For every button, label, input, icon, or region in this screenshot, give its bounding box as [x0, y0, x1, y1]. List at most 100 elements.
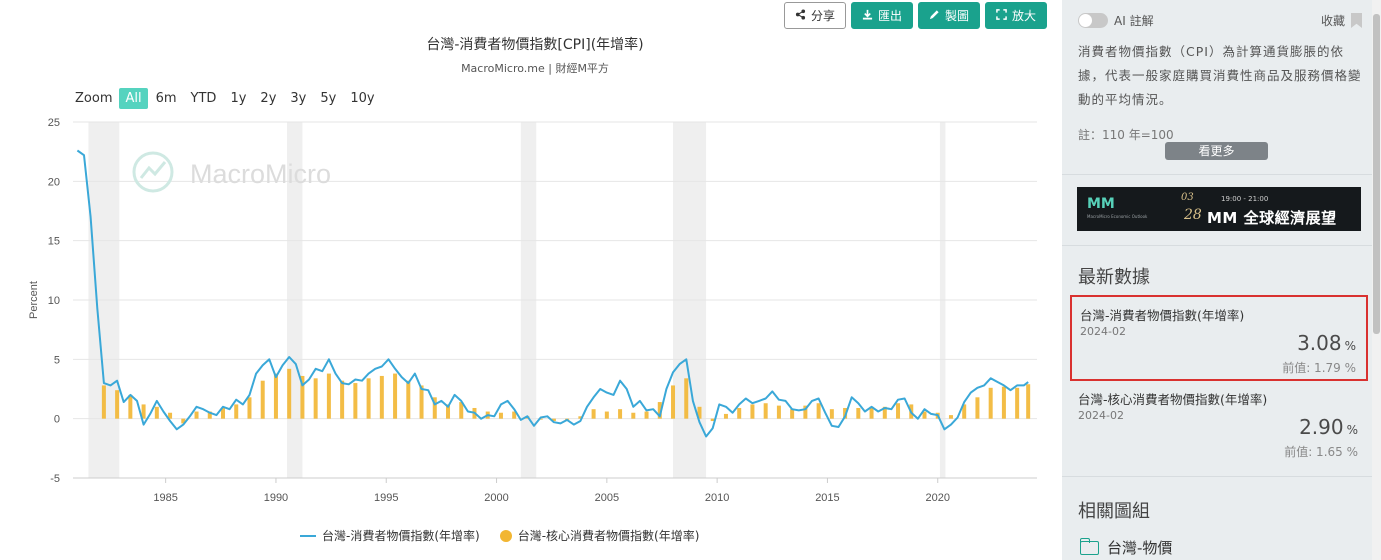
- draw-label: 製圖: [945, 9, 970, 23]
- card-series-name: 台灣-消費者物價指數(年增率): [1080, 308, 1245, 323]
- x-tick-label: 2020: [925, 492, 949, 504]
- cpi-chart[interactable]: MacroMicro -5 0 5 10 15 20 25 1985 1990 1995 2000…: [0, 110, 1060, 510]
- core-cpi-bar: [459, 402, 464, 419]
- enlarge-label: 放大: [1012, 9, 1037, 23]
- zoom-6m-button[interactable]: 6m: [155, 91, 177, 106]
- core-cpi-bar: [551, 418, 556, 422]
- related-group-label: 台灣-物價: [1107, 539, 1173, 557]
- zoom-label: Zoom: [75, 91, 113, 106]
- y-tick-label: 0: [54, 414, 60, 426]
- core-cpi-bar: [419, 385, 424, 419]
- zoom-10y-button[interactable]: 10y: [350, 91, 375, 106]
- banner-time: 19:00 - 21:00: [1221, 195, 1269, 203]
- x-tick-label: 1990: [264, 492, 288, 504]
- core-cpi-bar: [644, 411, 649, 419]
- core-cpi-bar: [168, 412, 173, 419]
- core-cpi-bar: [618, 409, 623, 419]
- core-cpi-bar: [697, 406, 702, 419]
- watermark-logo-icon: [139, 161, 167, 179]
- core-cpi-bar: [194, 411, 199, 419]
- favorite-button[interactable]: 收藏: [1321, 12, 1362, 29]
- related-group-item[interactable]: 台灣-物價: [1079, 537, 1173, 558]
- zoom-bar: Zoom All 6m YTD 1y 2y 3y 5y 10y: [75, 88, 381, 109]
- core-cpi-bar: [948, 415, 953, 419]
- core-cpi-bar: [538, 418, 543, 420]
- export-button[interactable]: 匯出: [851, 2, 914, 29]
- x-tick-label: 1995: [374, 492, 398, 504]
- chart-legend: 台灣-消費者物價指數(年增率) 台灣-核心消費者物價指數(年增率): [300, 527, 699, 544]
- x-tick-label: 2010: [705, 492, 729, 504]
- banner-day: 28: [1184, 207, 1202, 223]
- y-tick-label: 25: [48, 117, 60, 129]
- card-value: 3.08: [1297, 331, 1342, 355]
- draw-button[interactable]: 製圖: [918, 2, 981, 29]
- core-cpi-bar: [247, 397, 252, 419]
- core-cpi-bar: [512, 411, 517, 419]
- core-cpi-bar: [1015, 387, 1020, 419]
- event-banner[interactable]: MM MacroMicro Economic Outlook 03 28 19:…: [1077, 187, 1361, 231]
- favorite-label: 收藏: [1320, 14, 1345, 28]
- latest-card-core-cpi[interactable]: 台灣-核心消費者物價指數(年增率) 2024-02 2.90% 前值: 1.65…: [1070, 381, 1368, 467]
- core-cpi-bar: [128, 394, 133, 419]
- chart-subtitle: MacroMicro.me | 財經M平方: [461, 62, 609, 75]
- core-cpi-bar: [181, 418, 186, 424]
- card-date: 2024-02: [1080, 325, 1126, 338]
- enlarge-button[interactable]: 放大: [985, 2, 1048, 29]
- x-axis-ticks: 1985 1990 1995 2000 2005 2010 2015 2020: [153, 478, 950, 504]
- core-cpi-bar: [578, 416, 583, 419]
- core-cpi-bar: [260, 380, 265, 419]
- card-unit: %: [1344, 339, 1356, 353]
- core-cpi-bar: [300, 375, 305, 419]
- folder-icon: [1079, 537, 1099, 555]
- core-cpi-bar: [154, 406, 159, 419]
- chart-description: 消費者物價指數（CPI）為計算通貨膨脹的依據，代表一般家庭購買消費性商品及服務價…: [1078, 44, 1362, 107]
- core-cpi-bar: [737, 407, 742, 419]
- pencil-icon: [929, 9, 940, 23]
- core-cpi-bar: [141, 404, 146, 419]
- divider: [1062, 245, 1372, 246]
- zoom-5y-button[interactable]: 5y: [320, 91, 337, 106]
- divider: [1062, 174, 1372, 175]
- core-cpi-bar: [353, 383, 358, 419]
- legend-dot-swatch: [499, 529, 512, 542]
- chart-title: 台灣-消費者物價指數[CPI](年增率): [426, 37, 644, 53]
- core-cpi-bar: [856, 407, 861, 419]
- ai-toggle[interactable]: [1078, 13, 1108, 28]
- core-cpi-bar: [723, 413, 728, 419]
- zoom-all-button[interactable]: All: [119, 88, 148, 109]
- core-cpi-bar: [207, 411, 212, 419]
- y-axis-label: Percent: [28, 281, 40, 319]
- legend-label-cpi: 台灣-消費者物價指數(年增率): [322, 529, 480, 543]
- zoom-3y-button[interactable]: 3y: [290, 91, 307, 106]
- share-icon: [795, 8, 806, 23]
- core-cpi-bar: [287, 368, 292, 419]
- banner-month: 03: [1181, 192, 1194, 203]
- card-value-group: 3.08%: [1297, 331, 1356, 355]
- core-cpi-bar: [657, 402, 662, 419]
- core-cpi-bars: [101, 368, 1031, 424]
- y-tick-label: 5: [54, 354, 60, 366]
- banner-headline: MM 全球經濟展望: [1207, 209, 1337, 227]
- scrollbar-thumb[interactable]: [1373, 14, 1380, 334]
- card-value-group: 2.90%: [1299, 415, 1358, 439]
- zoom-ytd-button[interactable]: YTD: [190, 91, 217, 106]
- core-cpi-bar: [882, 406, 887, 419]
- core-cpi-bar: [631, 412, 636, 419]
- core-cpi-bar: [406, 380, 411, 419]
- zoom-1y-button[interactable]: 1y: [230, 91, 247, 106]
- core-cpi-bar: [922, 411, 927, 419]
- chart-toolbar: 分享 匯出 製圖 放大: [784, 2, 1048, 29]
- latest-card-cpi[interactable]: 台灣-消費者物價指數(年增率) 2024-02 3.08% 前值: 1.79 %: [1070, 295, 1368, 381]
- card-value: 2.90: [1299, 415, 1344, 439]
- core-cpi-bar: [115, 390, 120, 419]
- see-more-button[interactable]: 看更多: [1165, 142, 1268, 160]
- latest-data-title: 最新數據: [1078, 267, 1150, 288]
- core-cpi-bar: [366, 378, 371, 419]
- legend-item-core-cpi[interactable]: 台灣-核心消費者物價指數(年增率): [499, 527, 699, 544]
- zoom-2y-button[interactable]: 2y: [260, 91, 277, 106]
- divider: [1062, 476, 1372, 477]
- ai-toggle-group: AI 註解: [1078, 12, 1154, 29]
- legend-item-cpi[interactable]: 台灣-消費者物價指數(年增率): [300, 527, 480, 544]
- share-button[interactable]: 分享: [784, 2, 847, 29]
